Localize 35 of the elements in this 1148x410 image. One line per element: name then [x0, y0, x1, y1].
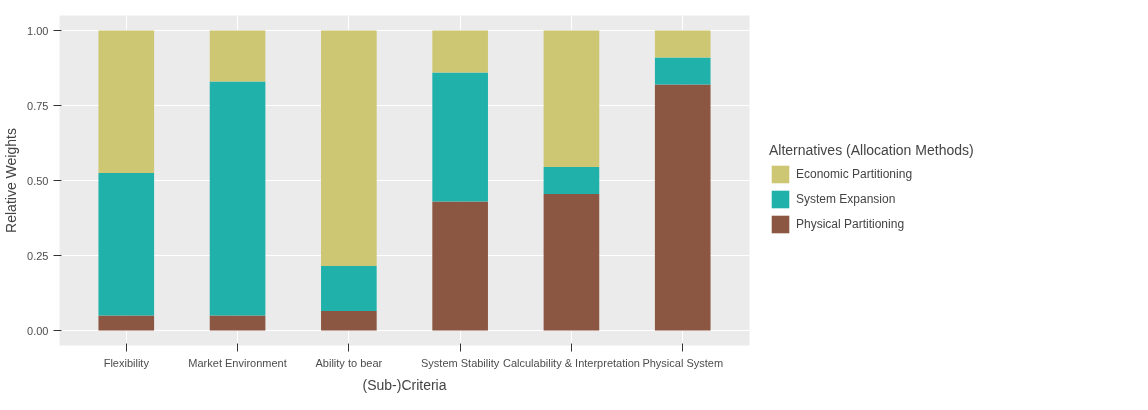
bar	[209, 30, 266, 82]
x-tick-label: Flexibility	[103, 356, 150, 369]
bar	[321, 30, 377, 266]
bar	[543, 194, 600, 331]
bar	[98, 173, 155, 316]
bar	[321, 311, 377, 331]
legend-label: Physical Partitioning	[796, 217, 905, 231]
bar	[654, 30, 711, 58]
legend-title: Alternatives (Allocation Methods)	[769, 142, 974, 158]
bar	[432, 72, 488, 202]
bar	[98, 30, 155, 173]
bar	[543, 167, 600, 194]
y-tick-label: 0.75	[27, 99, 49, 112]
bar	[209, 315, 266, 331]
y-axis-title: Relative Weights	[3, 128, 20, 233]
x-tick-label: Calculability & Interpretation	[502, 356, 640, 369]
x-tick-label: Physical System	[642, 356, 724, 369]
bar	[209, 81, 266, 316]
legend-label: System Expansion	[796, 192, 896, 206]
legend-label: Economic Partitioning	[796, 167, 913, 181]
y-tick-label: 0.25	[27, 249, 49, 262]
x-tick-label: System Stability	[421, 356, 500, 369]
bar	[432, 30, 488, 73]
bar	[321, 266, 377, 311]
y-tick-label: 0.00	[27, 324, 49, 337]
y-tick-label: 1.00	[27, 24, 49, 37]
bar	[98, 315, 155, 331]
bar	[432, 201, 488, 331]
y-tick-label: 0.50	[27, 174, 49, 187]
bar	[654, 57, 711, 85]
x-tick-label: Market Environment	[188, 356, 287, 369]
x-tick-label: Ability to bear	[315, 356, 383, 369]
bar	[543, 30, 600, 167]
bar	[654, 84, 711, 331]
x-axis-title: (Sub-)Criteria	[362, 376, 447, 393]
